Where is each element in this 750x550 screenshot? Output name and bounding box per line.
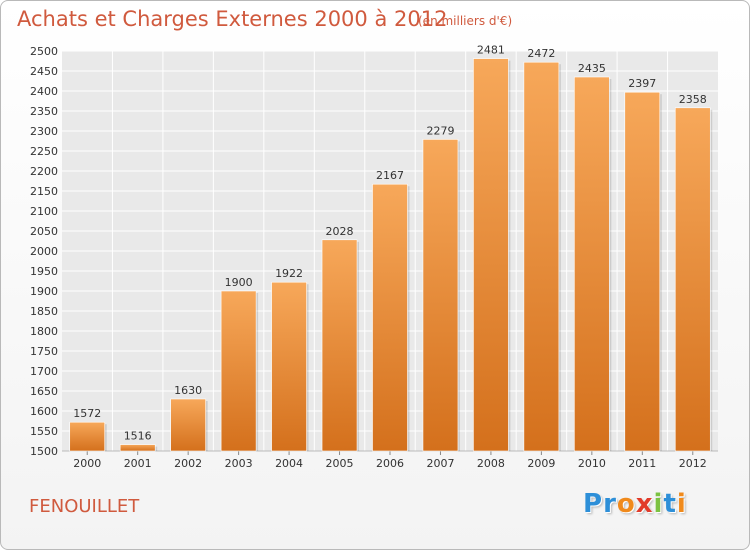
value-label-2011: 2397 [628, 77, 656, 90]
x-tick-label-2011: 2011 [628, 457, 656, 470]
y-tick-label: 1850 [30, 305, 58, 318]
logo-letter: i [653, 489, 664, 519]
y-tick-label: 1800 [30, 325, 58, 338]
logo-letter: i [676, 489, 687, 519]
bar-2004 [271, 281, 307, 452]
bar-2010 [574, 76, 610, 452]
logo-letter: o [616, 489, 636, 519]
bar-2002 [170, 398, 206, 452]
chart-subtitle: (en milliers d'€) [418, 14, 513, 28]
value-label-2009: 2472 [527, 47, 555, 60]
logo-letter: t [663, 489, 677, 519]
y-tick-label: 2300 [30, 125, 58, 138]
y-tick-label: 1900 [30, 285, 58, 298]
x-tick-label-2005: 2005 [326, 457, 354, 470]
value-label-2004: 1922 [275, 267, 303, 280]
y-tick-label: 1750 [30, 345, 58, 358]
x-tick-label-2004: 2004 [275, 457, 303, 470]
value-label-2010: 2435 [578, 62, 606, 75]
y-tick-label: 2350 [30, 105, 58, 118]
commune-name: FENOUILLET [29, 496, 140, 517]
bar-2009 [523, 61, 560, 452]
x-tick-label-2007: 2007 [426, 457, 454, 470]
y-tick-label: 2500 [30, 45, 58, 58]
x-tick-label-2002: 2002 [174, 457, 202, 470]
y-tick-label: 2050 [30, 225, 58, 238]
value-label-2007: 2279 [426, 124, 454, 137]
value-label-2003: 1900 [225, 276, 253, 289]
value-label-2012: 2358 [679, 93, 707, 106]
bar-2011 [624, 91, 661, 452]
y-tick-label: 2400 [30, 85, 58, 98]
bar-2000 [69, 421, 106, 452]
proxiti-logo: Proxiti [583, 489, 687, 519]
logo-letter: x [635, 489, 654, 519]
x-tick-label-2012: 2012 [679, 457, 707, 470]
value-label-2001: 1516 [124, 430, 152, 443]
x-tick-label-2003: 2003 [225, 457, 253, 470]
y-tick-label: 2150 [30, 185, 58, 198]
y-tick-label: 2450 [30, 65, 58, 78]
y-tick-label: 2200 [30, 165, 58, 178]
x-tick-label-2000: 2000 [73, 457, 101, 470]
x-tick-label-2006: 2006 [376, 457, 404, 470]
y-tick-label: 2250 [30, 145, 58, 158]
y-tick-label: 2000 [30, 245, 58, 258]
value-label-2000: 1572 [73, 407, 101, 420]
bar-2007 [422, 139, 459, 452]
x-tick-label-2009: 2009 [527, 457, 555, 470]
logo-letter: r [603, 489, 617, 519]
y-tick-label: 1600 [30, 405, 58, 418]
y-tick-label: 2100 [30, 205, 58, 218]
value-label-2008: 2481 [477, 44, 505, 57]
x-tick-label-2008: 2008 [477, 457, 505, 470]
chart-title: Achats et Charges Externes 2000 à 2012 [17, 7, 448, 31]
bar-2005 [321, 239, 358, 452]
y-tick-label: 1950 [30, 265, 58, 278]
value-label-2005: 2028 [326, 225, 354, 238]
bar-2012 [674, 107, 711, 452]
bar-2008 [473, 58, 509, 452]
y-tick-label: 1500 [30, 445, 58, 458]
logo-letter: P [583, 489, 604, 519]
value-label-2002: 1630 [174, 384, 202, 397]
x-tick-label-2010: 2010 [578, 457, 606, 470]
bar-2001 [119, 444, 156, 452]
y-tick-label: 1650 [30, 385, 58, 398]
y-tick-label: 1700 [30, 365, 58, 378]
y-tick-label: 1550 [30, 425, 58, 438]
x-tick-label-2001: 2001 [124, 457, 152, 470]
bar-2006 [372, 183, 408, 452]
value-label-2006: 2167 [376, 169, 404, 182]
bar-2003 [220, 290, 257, 452]
